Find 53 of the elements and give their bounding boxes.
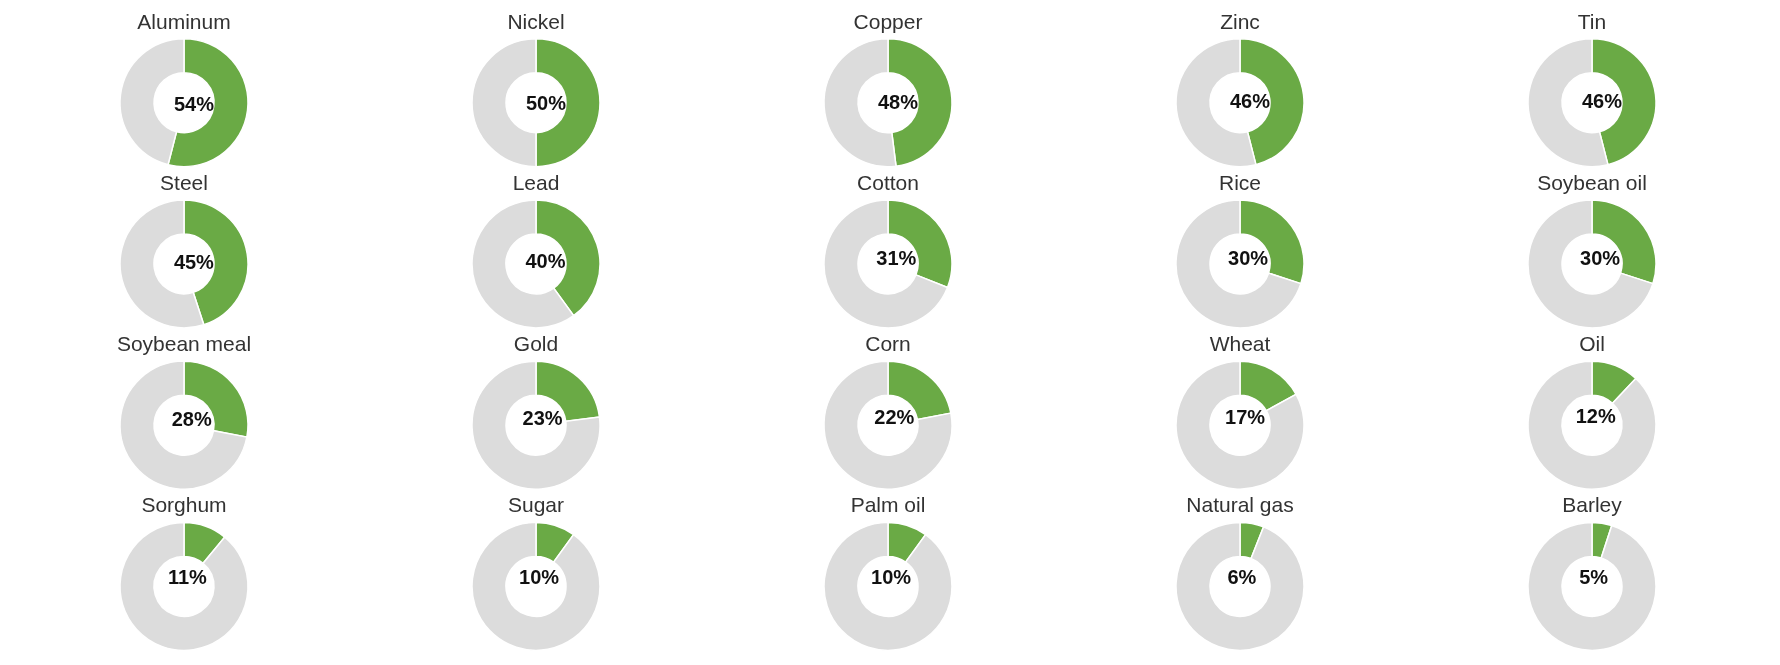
chart-title: Copper xyxy=(853,9,923,33)
data-label: 30% xyxy=(1228,247,1269,269)
chart-title: Zinc xyxy=(1220,9,1260,33)
chart-title: Soybean oil xyxy=(1537,170,1647,194)
donut-slice xyxy=(823,360,953,490)
donut-slice xyxy=(1527,360,1657,490)
data-label: 46% xyxy=(1229,90,1271,113)
data-label: 31% xyxy=(876,247,917,270)
data-label: 11% xyxy=(167,565,208,588)
data-label: 10% xyxy=(871,565,912,588)
chart-title: Soybean meal xyxy=(116,332,252,356)
chart-title: Tin xyxy=(1577,9,1607,33)
chart-title: Cotton xyxy=(857,170,919,194)
data-label: 54% xyxy=(173,92,215,115)
chart-title: Corn xyxy=(865,332,911,356)
chart-title: Gold xyxy=(513,332,559,356)
donut-slice xyxy=(1527,199,1654,329)
donut-slice xyxy=(119,521,249,652)
data-label: 10% xyxy=(519,565,560,588)
donut-slice xyxy=(823,199,949,329)
donut-slice xyxy=(119,360,248,490)
data-label: 46% xyxy=(1581,90,1623,113)
donut-slice xyxy=(1527,521,1657,652)
data-label: 45% xyxy=(173,251,215,274)
chart-title: Oil xyxy=(1579,332,1605,356)
data-label: 5% xyxy=(1579,565,1609,588)
data-label: 17% xyxy=(1225,405,1266,428)
donut-slice xyxy=(823,521,953,652)
chart-title: Rice xyxy=(1218,170,1262,194)
donut-slice xyxy=(1175,521,1305,652)
data-label: 22% xyxy=(874,406,915,429)
donut-slice xyxy=(471,360,601,490)
chart-title: Sorghum xyxy=(141,493,227,517)
data-label: 50% xyxy=(525,91,567,114)
data-label: 30% xyxy=(1580,247,1621,269)
chart-title: Barley xyxy=(1562,493,1623,517)
chart-title: Sugar xyxy=(507,493,565,517)
data-label: 40% xyxy=(525,249,566,272)
chart-title: Wheat xyxy=(1209,332,1271,356)
donut-slice xyxy=(471,521,601,652)
donut-slice xyxy=(1175,360,1305,490)
data-label: 12% xyxy=(1575,404,1616,427)
data-label: 6% xyxy=(1227,565,1257,588)
data-label: 48% xyxy=(877,91,919,113)
chart-title: Natural gas xyxy=(1186,493,1294,517)
chart-title: Lead xyxy=(512,170,560,194)
donut-slice xyxy=(1175,199,1302,329)
data-label: 23% xyxy=(522,406,563,429)
chart-title: Steel xyxy=(160,170,208,194)
chart-title: Palm oil xyxy=(850,493,926,517)
chart-title: Aluminum xyxy=(137,9,231,33)
data-label: 28% xyxy=(171,407,212,430)
chart-title: Nickel xyxy=(507,9,565,33)
